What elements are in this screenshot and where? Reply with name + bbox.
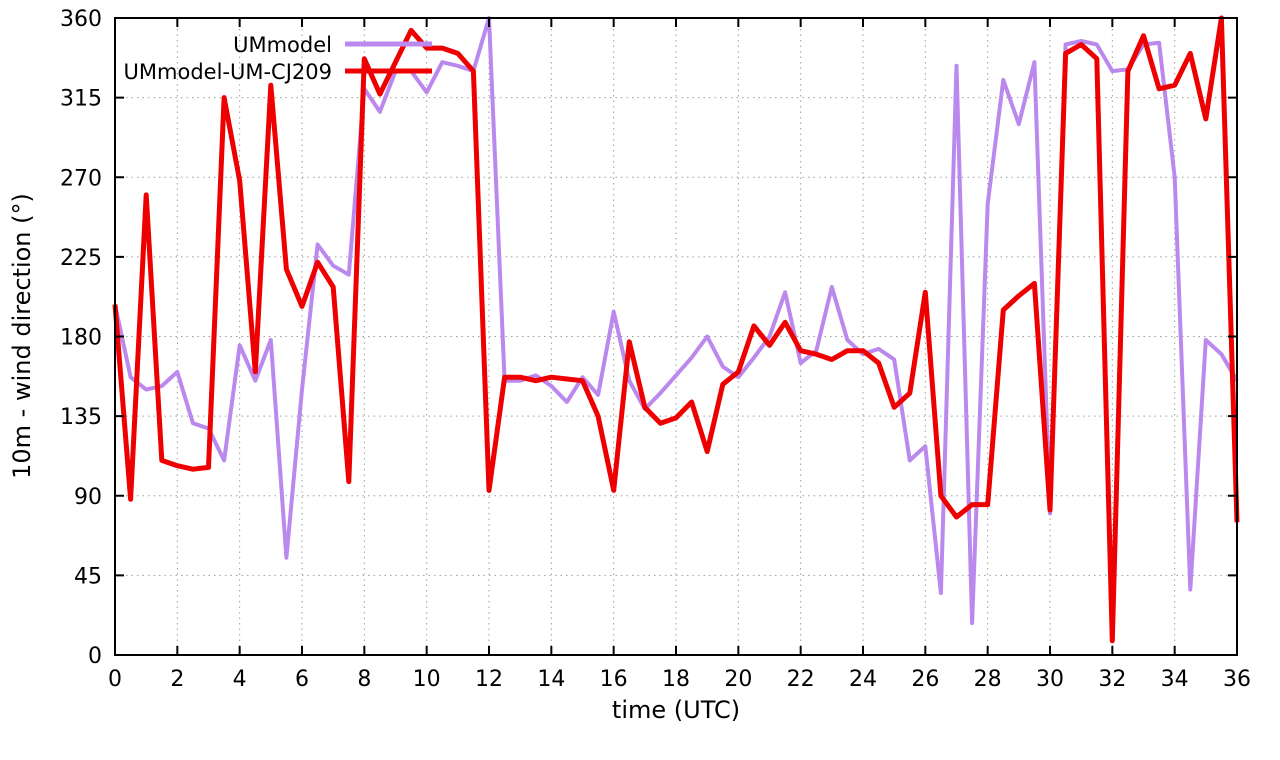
x-tick-label: 24 bbox=[849, 667, 877, 692]
y-tick-label: 135 bbox=[60, 405, 102, 430]
x-tick-label: 14 bbox=[537, 667, 565, 692]
x-tick-label: 0 bbox=[108, 667, 122, 692]
y-axis-label: 10m - wind direction (°) bbox=[8, 193, 36, 479]
x-tick-label: 34 bbox=[1161, 667, 1189, 692]
x-tick-label: 6 bbox=[295, 667, 309, 692]
x-tick-label: 2 bbox=[170, 667, 184, 692]
y-tick-label: 90 bbox=[74, 485, 102, 510]
x-tick-label: 36 bbox=[1223, 667, 1251, 692]
x-tick-label: 10 bbox=[413, 667, 441, 692]
x-axis-label: time (UTC) bbox=[612, 696, 740, 724]
x-tick-label: 26 bbox=[911, 667, 939, 692]
y-tick-label: 0 bbox=[88, 644, 102, 669]
y-tick-label: 360 bbox=[60, 7, 102, 32]
plot-border bbox=[114, 17, 1238, 656]
axis-layer: 0 2 4 6 8 10 12 14 16 18 20 22 24 26 28 30 32 34 360459013… bbox=[60, 7, 1251, 692]
x-tick-label: 12 bbox=[475, 667, 503, 692]
y-tick-label: 315 bbox=[60, 87, 102, 112]
y-tick-label: 225 bbox=[60, 246, 102, 271]
x-tick-label: 30 bbox=[1036, 667, 1064, 692]
grid-layer bbox=[114, 17, 1238, 656]
legend: UMmodel UMmodel-UM-CJ209 bbox=[124, 33, 432, 84]
y-tick-label: 270 bbox=[60, 166, 102, 191]
legend-label-ummodel: UMmodel bbox=[233, 33, 332, 57]
y-tick-label: 45 bbox=[74, 564, 102, 589]
x-tick-label: 20 bbox=[724, 667, 752, 692]
x-tick-label: 28 bbox=[974, 667, 1002, 692]
x-tick-label: 18 bbox=[662, 667, 690, 692]
legend-label-ummodel-um-cj209: UMmodel-UM-CJ209 bbox=[124, 60, 332, 84]
y-tick-label: 180 bbox=[60, 326, 102, 351]
x-tick-label: 16 bbox=[600, 667, 628, 692]
series-line-0 bbox=[113, 16, 1239, 626]
x-tick-label: 8 bbox=[357, 667, 371, 692]
x-tick-label: 4 bbox=[233, 667, 247, 692]
series-layer bbox=[112, 15, 1240, 644]
series-line-1 bbox=[112, 15, 1240, 644]
x-tick-label: 32 bbox=[1098, 667, 1126, 692]
x-tick-label: 22 bbox=[787, 667, 815, 692]
